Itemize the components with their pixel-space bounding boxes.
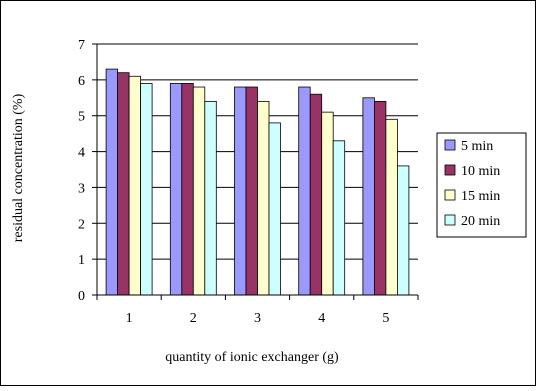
y-tick-label: 6 [78,74,85,89]
y-tick-label: 1 [78,253,85,268]
legend-swatch [444,189,456,201]
legend-label: 15 min [461,189,500,204]
legend-label: 5 min [461,139,493,154]
legend-swatch [444,139,456,151]
bar [362,97,375,296]
x-tick-label: 3 [254,311,261,326]
bar [396,165,410,296]
bar [204,100,217,296]
y-tick-label: 5 [78,110,85,125]
bar [117,72,130,296]
y-axis-title: residual concentration (%) [11,93,26,242]
bar [268,122,281,296]
legend-label: 10 min [461,164,500,179]
y-tick-label: 3 [78,181,85,196]
bar [321,111,334,296]
bar [257,100,270,296]
bar [385,118,398,296]
bar [332,140,346,296]
bar [105,68,118,296]
x-tick-label: 5 [382,311,389,326]
bar [169,83,183,296]
y-tick-label: 4 [78,146,85,161]
x-axis-title: quantity of ionic exchanger (g) [165,350,339,365]
bars [105,68,410,296]
y-tick-label: 0 [78,289,85,304]
bar [245,86,258,296]
x-tick-label: 2 [190,311,197,326]
bar [234,86,247,296]
bar [140,83,153,296]
bar [192,86,206,296]
axes: 0 1 2 3 4 5 6 7 1 2 3 4 5 [78,38,419,326]
bar [309,93,323,296]
legend: 5 min 10 min 15 min 20 min [436,132,527,238]
x-tick-label: 1 [126,311,133,326]
bar [298,86,311,296]
y-tick-label: 2 [78,217,85,232]
legend-label: 20 min [461,214,500,229]
bar [181,83,194,296]
legend-swatch [444,164,456,176]
y-tick-label: 7 [78,38,85,53]
legend-swatch [444,214,456,226]
x-tick-label: 4 [318,311,325,326]
bar [373,100,387,296]
bar [128,75,142,296]
